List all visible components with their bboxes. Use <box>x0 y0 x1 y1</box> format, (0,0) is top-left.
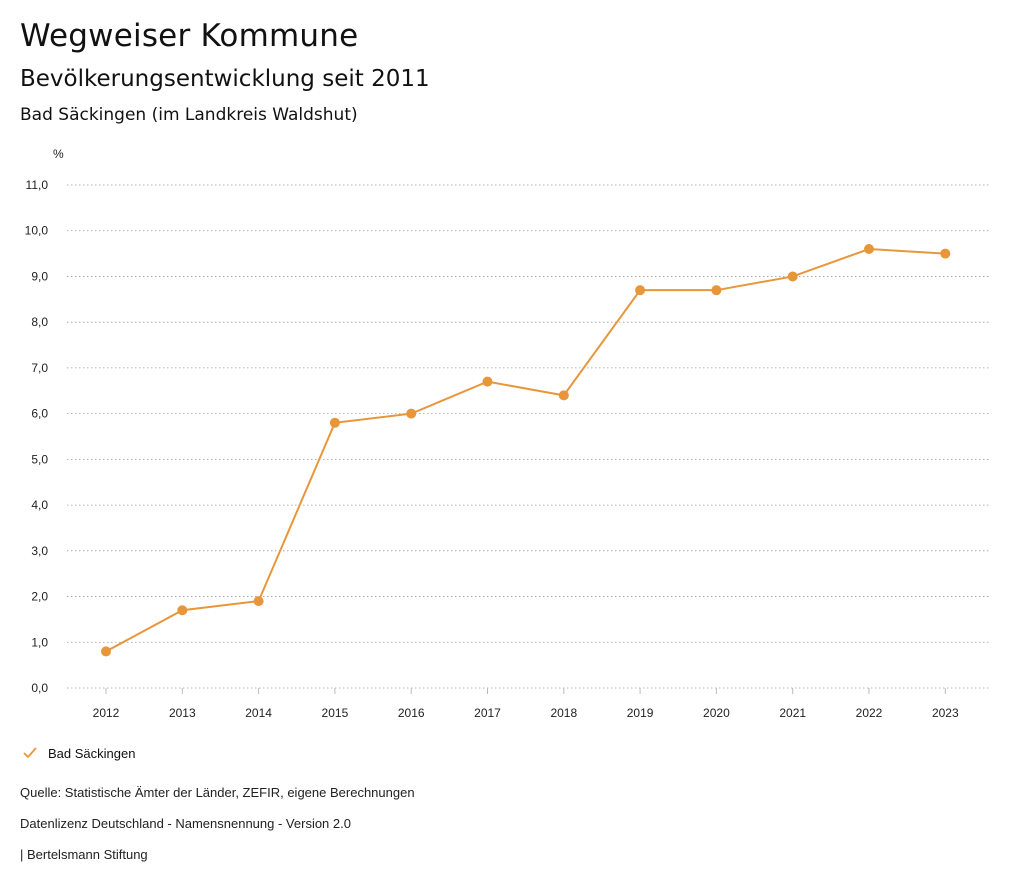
license-note: Datenlizenz Deutschland - Namensnennung … <box>20 816 351 831</box>
y-tick-label: 9,0 <box>31 269 48 283</box>
y-tick-label: 0,0 <box>31 681 48 695</box>
x-tick-label: 2021 <box>779 706 806 720</box>
x-tick-label: 2016 <box>398 706 425 720</box>
data-point[interactable] <box>558 390 569 401</box>
data-point[interactable] <box>635 285 646 296</box>
y-axis-unit-label: % <box>53 147 64 161</box>
check-icon <box>23 747 37 759</box>
y-tick-label: 2,0 <box>31 590 48 604</box>
y-tick-label: 10,0 <box>25 224 49 238</box>
x-tick-label: 2014 <box>245 706 272 720</box>
y-tick-label: 3,0 <box>31 544 48 558</box>
series-line <box>105 248 946 653</box>
chart-subtitle: Bevölkerungsentwicklung seit 2011 <box>20 66 430 92</box>
y-tick-label: 4,0 <box>31 498 48 512</box>
data-point[interactable] <box>329 417 340 428</box>
data-point[interactable] <box>940 248 951 259</box>
y-tick-label: 5,0 <box>31 452 48 466</box>
source-note: Quelle: Statistische Ämter der Länder, Z… <box>20 785 415 800</box>
x-tick-label: 2022 <box>856 706 883 720</box>
x-tick-label: 2017 <box>474 706 501 720</box>
page-title: Wegweiser Kommune <box>20 18 359 54</box>
x-axis-ticks: 2012 2013 2014 2015 2016 2017 2018 2019 2020 2021… <box>93 688 959 720</box>
publisher-note[interactable]: | Bertelsmann Stiftung <box>20 847 148 862</box>
x-tick-label: 2020 <box>703 706 730 720</box>
data-point[interactable] <box>787 271 798 282</box>
gridlines <box>67 184 990 689</box>
x-tick-label: 2013 <box>169 706 196 720</box>
legend-item-label: Bad Säckingen <box>48 745 136 761</box>
x-tick-label: 2015 <box>322 706 349 720</box>
x-tick-label: 2018 <box>550 706 577 720</box>
x-tick-label: 2012 <box>93 706 120 720</box>
legend[interactable]: Bad Säckingen <box>22 745 135 761</box>
data-point[interactable] <box>177 605 188 616</box>
x-tick-label: 2019 <box>627 706 654 720</box>
data-point[interactable] <box>406 408 417 419</box>
data-point[interactable] <box>101 646 111 657</box>
series-group <box>101 244 951 657</box>
y-tick-label: 1,0 <box>31 635 48 649</box>
x-tick-label: 2023 <box>932 706 959 720</box>
region-label: Bad Säckingen (im Landkreis Waldshut) <box>20 105 358 125</box>
line-chart: % 0,0 1,0 2,0 3,0 4,0 5,0 6,0 7,0 8,0 9,0 10,0 11,0… <box>25 147 990 720</box>
y-axis-ticks: 0,0 1,0 2,0 3,0 4,0 5,0 6,0 7,0 8,0 9,0 10,0 11,0 <box>25 178 49 695</box>
data-point[interactable] <box>711 285 722 296</box>
y-tick-label: 11,0 <box>26 178 49 192</box>
y-tick-label: 7,0 <box>31 361 48 375</box>
data-point[interactable] <box>482 376 493 387</box>
y-tick-label: 6,0 <box>31 407 48 421</box>
data-point[interactable] <box>864 244 874 255</box>
y-tick-label: 8,0 <box>31 315 48 329</box>
data-point[interactable] <box>253 596 264 607</box>
